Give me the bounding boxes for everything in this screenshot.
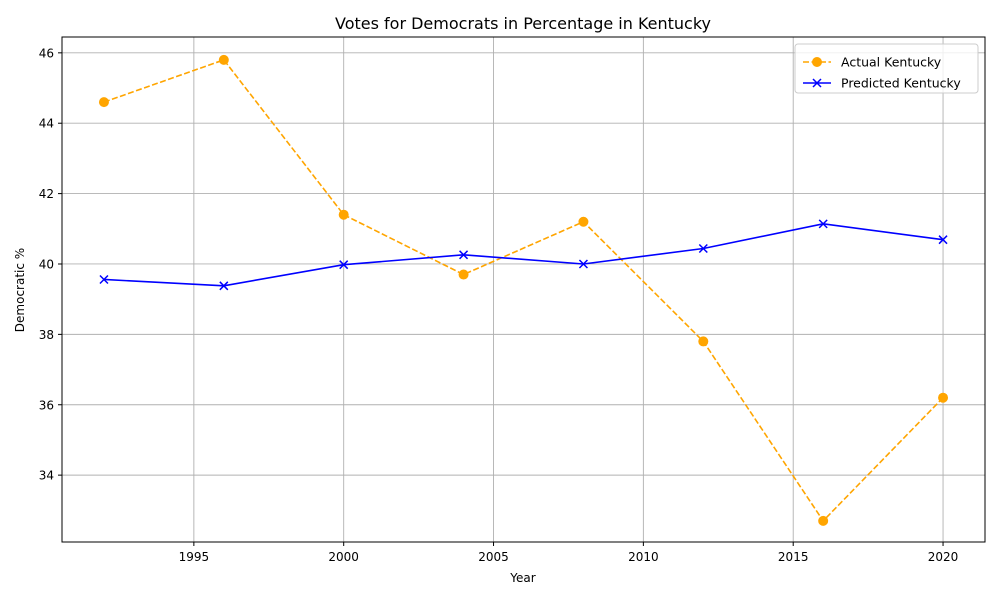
legend: Actual Kentucky Predicted Kentucky: [794, 43, 979, 94]
data-point-marker: [459, 250, 469, 260]
y-tick-label: 36: [39, 398, 54, 412]
legend-marker: [812, 57, 822, 67]
x-axis-label: Year: [509, 571, 535, 585]
data-point-marker: [818, 515, 829, 526]
x-tick-label: 2010: [628, 550, 659, 564]
legend-entry: Predicted Kentucky: [803, 76, 961, 91]
x-axis-ticks: 1995 2000 2005 2010 2015 2020: [179, 542, 959, 564]
data-point-marker: [698, 243, 708, 254]
chart-title: Votes for Democrats in Percentage in Ken…: [335, 14, 711, 33]
legend-frame: [794, 43, 979, 94]
series-layer: [98, 54, 949, 526]
data-point-marker: [338, 209, 349, 220]
series-actual: [98, 54, 949, 526]
y-axis-ticks: 34 36 38 40 42 44 46: [39, 46, 62, 483]
data-point-marker: [98, 97, 109, 108]
legend-entries: Actual Kentucky Predicted Kentucky: [803, 55, 961, 91]
data-point-marker: [698, 336, 709, 347]
y-tick-label: 34: [39, 469, 54, 483]
x-tick-label: 2005: [478, 550, 509, 564]
x-tick-label: 2020: [928, 550, 959, 564]
x-tick-label: 1995: [179, 550, 210, 564]
data-point-marker: [938, 392, 949, 403]
data-point-marker: [578, 216, 589, 227]
y-tick-label: 38: [39, 328, 54, 342]
y-tick-label: 40: [39, 257, 54, 271]
plot-frame: [61, 36, 986, 543]
data-point-marker: [218, 54, 229, 65]
legend-entry: Actual Kentucky: [803, 55, 942, 70]
series-line: [103, 223, 944, 287]
data-point-marker: [219, 281, 229, 291]
y-tick-label: 46: [39, 46, 54, 60]
series-predicted: [99, 219, 948, 291]
data-point-marker: [99, 274, 109, 285]
legend-label: Predicted Kentucky: [841, 76, 961, 91]
x-tick-label: 2000: [328, 550, 359, 564]
data-point-marker: [818, 219, 828, 229]
data-point-marker: [339, 260, 349, 270]
y-tick-label: 44: [39, 117, 54, 131]
series-line: [103, 58, 944, 523]
data-point-marker: [938, 235, 948, 245]
grid: [62, 37, 985, 542]
x-tick-label: 2015: [778, 550, 809, 564]
y-axis-label: Democratic %: [13, 248, 27, 332]
data-point-marker: [458, 269, 469, 280]
data-point-marker: [578, 259, 588, 269]
y-tick-label: 42: [39, 187, 54, 201]
legend-label: Actual Kentucky: [841, 55, 942, 70]
legend-marker: [812, 78, 822, 88]
